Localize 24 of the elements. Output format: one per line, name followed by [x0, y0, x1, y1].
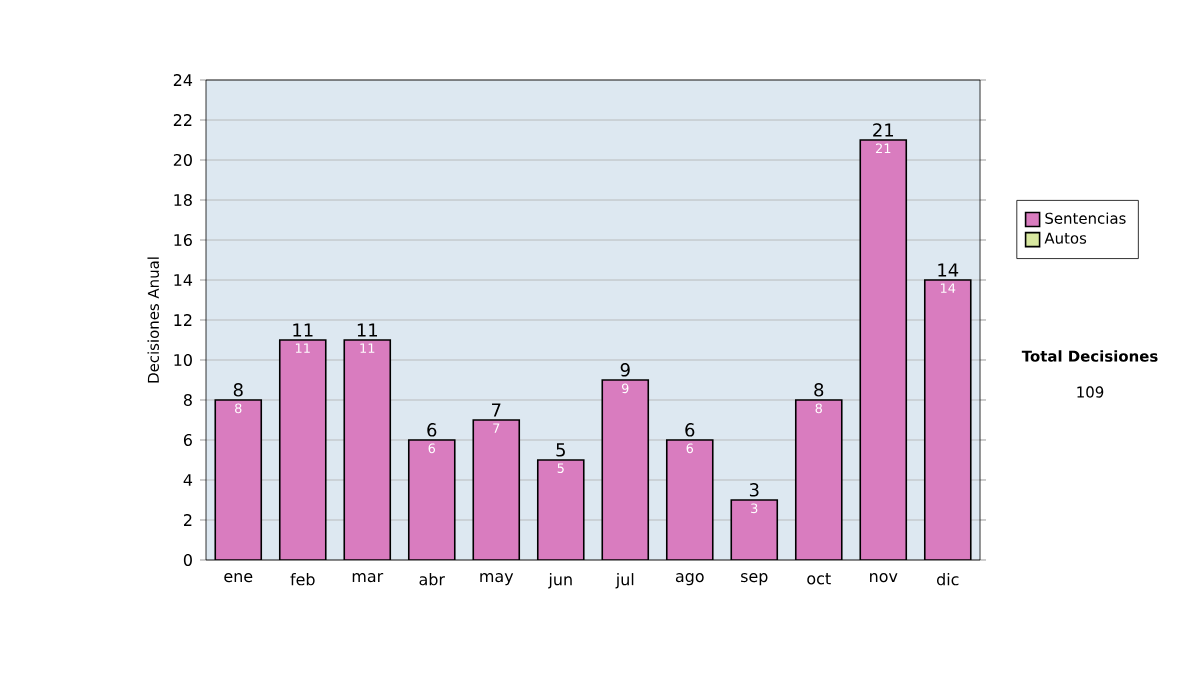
- total-label: 21: [873, 123, 894, 137]
- bar: [408, 440, 455, 560]
- total-label: 6: [427, 423, 437, 437]
- bar: [344, 340, 391, 560]
- bar: [215, 400, 262, 560]
- bar: [537, 460, 584, 560]
- bar: [731, 500, 778, 560]
- total-label: 5: [556, 443, 565, 457]
- bar: [473, 420, 520, 560]
- total-label: 3: [749, 483, 759, 497]
- total-label: 6: [685, 423, 695, 437]
- total-label: 9: [620, 363, 630, 377]
- bar: [666, 440, 713, 560]
- bar: [602, 380, 649, 560]
- total-label: 11: [293, 323, 313, 337]
- total-label: 8: [814, 383, 824, 397]
- bar: [795, 400, 842, 560]
- total-label: 14: [938, 263, 959, 277]
- bar: [923, 279, 972, 560]
- total-label: 7: [492, 403, 501, 417]
- bar: [279, 340, 326, 560]
- total-label: 11: [357, 323, 378, 337]
- total-label: 8: [233, 383, 243, 397]
- bar: [860, 140, 907, 560]
